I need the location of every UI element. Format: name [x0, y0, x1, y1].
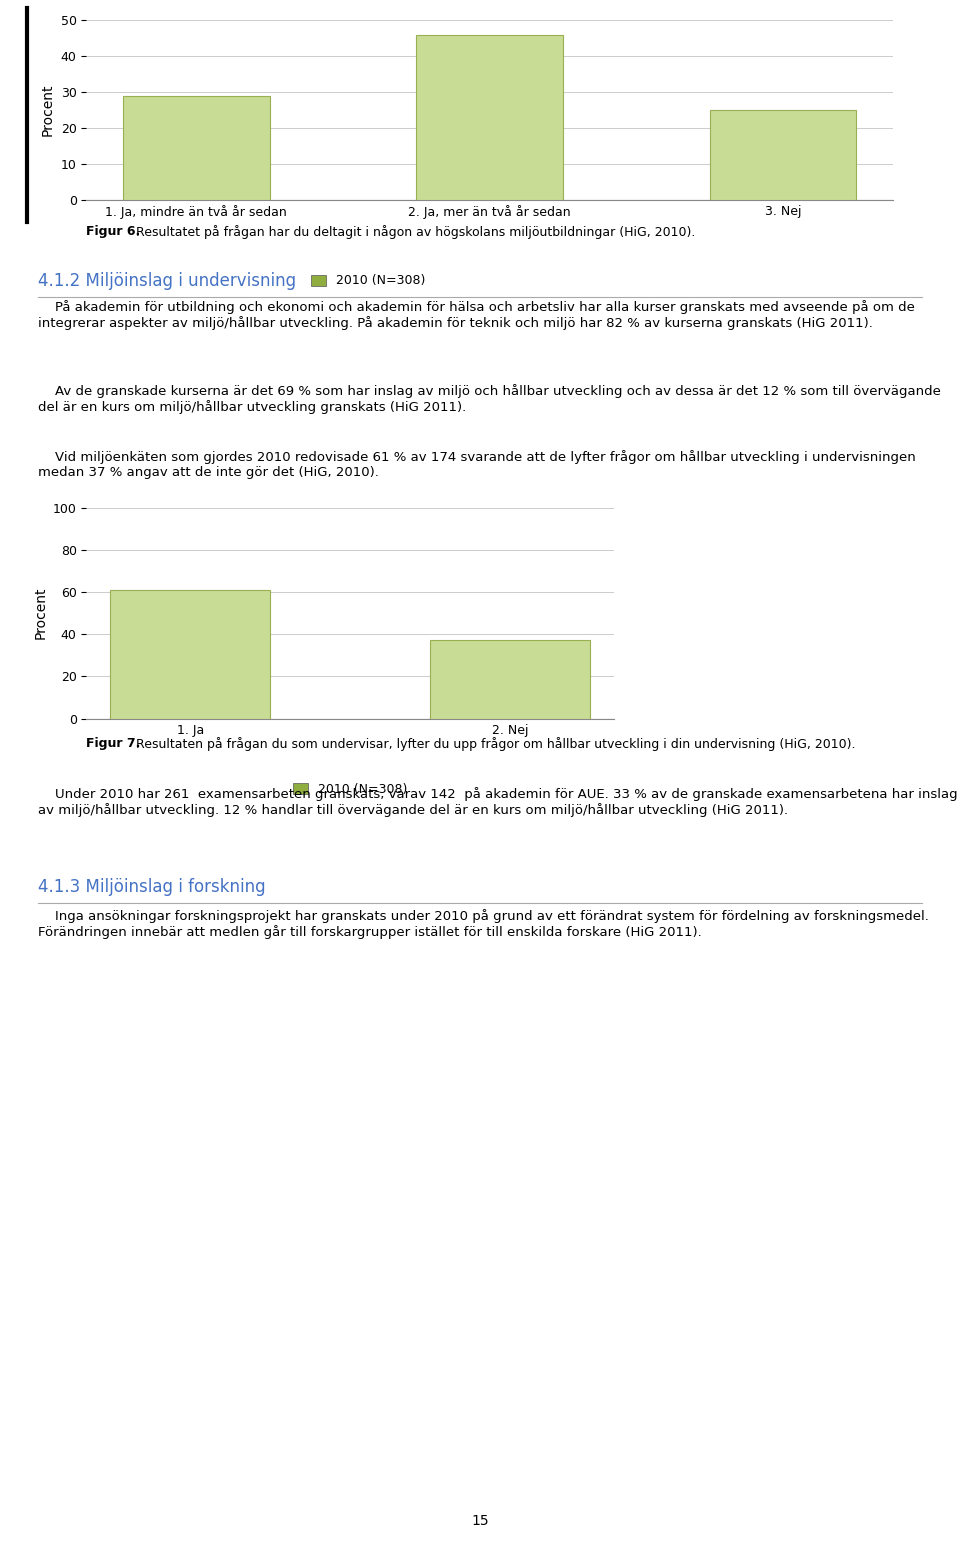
Bar: [709, 111, 856, 200]
Text: Figur 6.: Figur 6.: [86, 225, 141, 237]
Text: Under 2010 har 261  examensarbeten granskats, varav 142  på akademin för AUE. 33: Under 2010 har 261 examensarbeten gransk…: [38, 787, 958, 817]
Text: Inga ansökningar forskningsprojekt har granskats under 2010 på grund av ett förä: Inga ansökningar forskningsprojekt har g…: [38, 909, 929, 939]
Text: 4.1.2 Miljöinslag i undervisning: 4.1.2 Miljöinslag i undervisning: [38, 272, 297, 291]
Text: 4.1.3 Miljöinslag i forskning: 4.1.3 Miljöinslag i forskning: [38, 878, 266, 897]
Bar: [110, 590, 271, 719]
Text: 15: 15: [471, 1514, 489, 1528]
Legend: 2010 (N=308): 2010 (N=308): [288, 778, 413, 801]
Text: Resultatet på frågan har du deltagit i någon av högskolans miljöutbildningar (Hi: Resultatet på frågan har du deltagit i n…: [132, 225, 696, 239]
Text: Figur 7.: Figur 7.: [86, 737, 141, 750]
Bar: [123, 95, 270, 200]
Legend: 2010 (N=308): 2010 (N=308): [306, 270, 431, 292]
Y-axis label: Procent: Procent: [34, 587, 47, 639]
Text: Vid miljöenkäten som gjordes 2010 redovisade 61 % av 174 svarande att de lyfter : Vid miljöenkäten som gjordes 2010 redovi…: [38, 450, 916, 480]
Text: Av de granskade kurserna är det 69 % som har inslag av miljö och hållbar utveckl: Av de granskade kurserna är det 69 % som…: [38, 384, 941, 414]
Y-axis label: Procent: Procent: [41, 84, 55, 136]
Bar: [430, 640, 590, 719]
Bar: [417, 34, 563, 200]
Text: På akademin för utbildning och ekonomi och akademin för hälsa och arbetsliv har : På akademin för utbildning och ekonomi o…: [38, 300, 915, 330]
Text: Resultaten på frågan du som undervisar, lyfter du upp frågor om hållbar utveckli: Resultaten på frågan du som undervisar, …: [132, 737, 856, 751]
